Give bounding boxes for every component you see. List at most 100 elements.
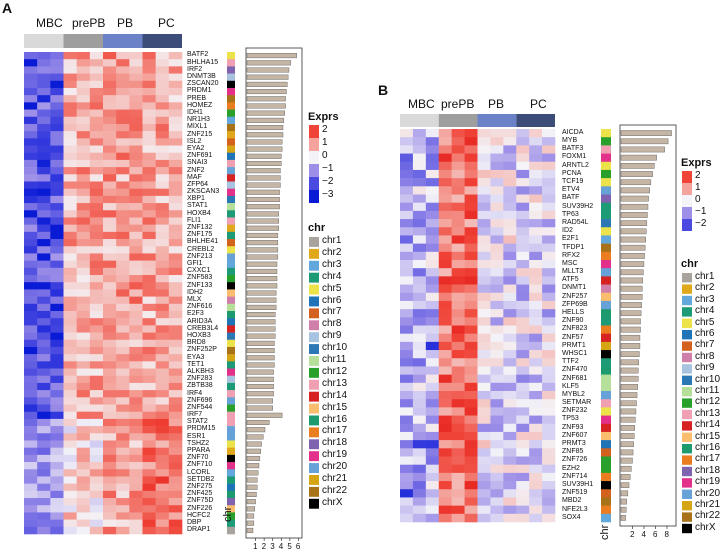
heatmap-cell	[116, 447, 130, 456]
heatmap-cell	[477, 260, 491, 269]
heatmap-cell	[425, 399, 440, 408]
heatmap-cell	[425, 391, 440, 400]
heatmap-cell	[503, 341, 517, 351]
heatmap-cell	[155, 195, 170, 204]
heatmap-cell	[142, 375, 156, 384]
heatmap-cell	[116, 109, 130, 118]
heatmap-cell	[129, 526, 143, 535]
heatmap-cell	[155, 462, 170, 470]
gene-label: XBP1	[187, 195, 205, 203]
heatmap-cell	[63, 404, 77, 413]
gene-label: ZNF544	[187, 403, 213, 411]
heatmap-cell	[76, 231, 91, 240]
heatmap-cell	[50, 361, 64, 369]
chr-legend-swatch	[682, 512, 692, 522]
heatmap-cell	[37, 59, 51, 67]
heatmap-cell	[89, 318, 104, 326]
heatmap-cell	[490, 325, 504, 334]
heatmap-cell	[412, 350, 427, 359]
fold-bar	[246, 89, 287, 95]
heatmap-cell	[477, 137, 491, 146]
heatmap-cell	[168, 195, 183, 204]
heatmap-cell	[142, 282, 156, 290]
heatmap-cell	[63, 447, 77, 456]
chr-legend-label: chr10	[322, 342, 348, 354]
heatmap-cell	[490, 399, 504, 408]
heatmap-cell	[89, 512, 104, 520]
heatmap-cell	[142, 490, 156, 499]
heatmap-cell	[24, 275, 38, 283]
fold-bar	[620, 203, 649, 210]
heatmap-cell	[116, 231, 130, 240]
heatmap-cell	[142, 275, 156, 283]
heatmap-cell	[142, 217, 156, 225]
heatmap-cell	[464, 227, 478, 236]
gene-label: ZNF710	[187, 461, 213, 469]
heatmap-cell	[516, 456, 530, 465]
heatmap-cell	[477, 210, 491, 220]
heatmap-cell	[63, 109, 77, 118]
heatmap-cell	[142, 174, 156, 182]
fold-bar	[620, 515, 626, 521]
heatmap-cell	[155, 260, 170, 269]
chr-legend-swatch	[309, 463, 319, 473]
heatmap-cell	[129, 303, 143, 312]
gene-label: ZFP69B	[562, 300, 588, 308]
fold-bar	[620, 506, 627, 513]
chr-cell	[227, 131, 235, 139]
gene-label: STAT1	[187, 202, 208, 210]
heatmap-cell	[37, 102, 51, 110]
panel-a-letter: A	[2, 0, 13, 16]
heatmap-cell	[542, 415, 556, 425]
heatmap-cell	[503, 448, 517, 457]
heatmap-cell	[129, 462, 143, 470]
fold-bar	[620, 318, 641, 325]
heatmap-cell	[129, 181, 143, 189]
heatmap-cell	[155, 490, 170, 499]
heatmap-cell	[76, 123, 91, 132]
heatmap-cell	[464, 341, 478, 351]
heatmap-cell	[155, 231, 170, 240]
gene-label: ISL2	[187, 137, 202, 145]
heatmap-cell	[155, 188, 170, 197]
gene-label: ZNF823	[562, 325, 588, 333]
heatmap-cell	[155, 66, 170, 74]
heatmap-cell	[24, 52, 38, 60]
heatmap-cell	[464, 472, 478, 482]
fold-bar	[620, 310, 642, 317]
heatmap-cell	[116, 519, 130, 528]
exprs-legend-swatch	[682, 195, 692, 207]
heatmap-cell	[503, 489, 517, 498]
heatmap-cell	[464, 202, 478, 212]
heatmap-cell	[400, 145, 414, 154]
heatmap-cell	[400, 284, 414, 294]
heatmap-cell	[412, 186, 427, 195]
heatmap-cell	[529, 448, 543, 457]
chr-legend-swatch	[682, 455, 692, 465]
chr-legend-label: chr5	[322, 282, 342, 294]
heatmap-cell	[24, 282, 38, 290]
heatmap-cell	[129, 203, 143, 211]
gene-label: ZNF215	[187, 130, 213, 138]
fold-bar	[246, 470, 259, 476]
heatmap-cell	[89, 289, 104, 297]
heatmap-cell	[438, 407, 452, 416]
heatmap-cell	[50, 375, 64, 384]
heatmap-cell	[129, 310, 143, 319]
heatmap-cell	[490, 169, 504, 179]
heatmap-cell	[529, 202, 543, 212]
heatmap-cell	[503, 210, 517, 220]
heatmap-cell	[400, 497, 414, 506]
heatmap-cell	[103, 382, 117, 391]
heatmap-cell	[425, 137, 440, 146]
heatmap-cell	[142, 95, 156, 103]
heatmap-cell	[37, 80, 51, 89]
gene-label: ZFP64	[187, 180, 209, 188]
heatmap-cell	[503, 505, 517, 515]
chr-cell	[601, 194, 611, 203]
heatmap-cell	[490, 456, 504, 465]
heatmap-cell	[542, 399, 556, 408]
heatmap-cell	[464, 399, 478, 408]
heatmap-cell	[24, 426, 38, 434]
heatmap-cell	[529, 358, 543, 367]
